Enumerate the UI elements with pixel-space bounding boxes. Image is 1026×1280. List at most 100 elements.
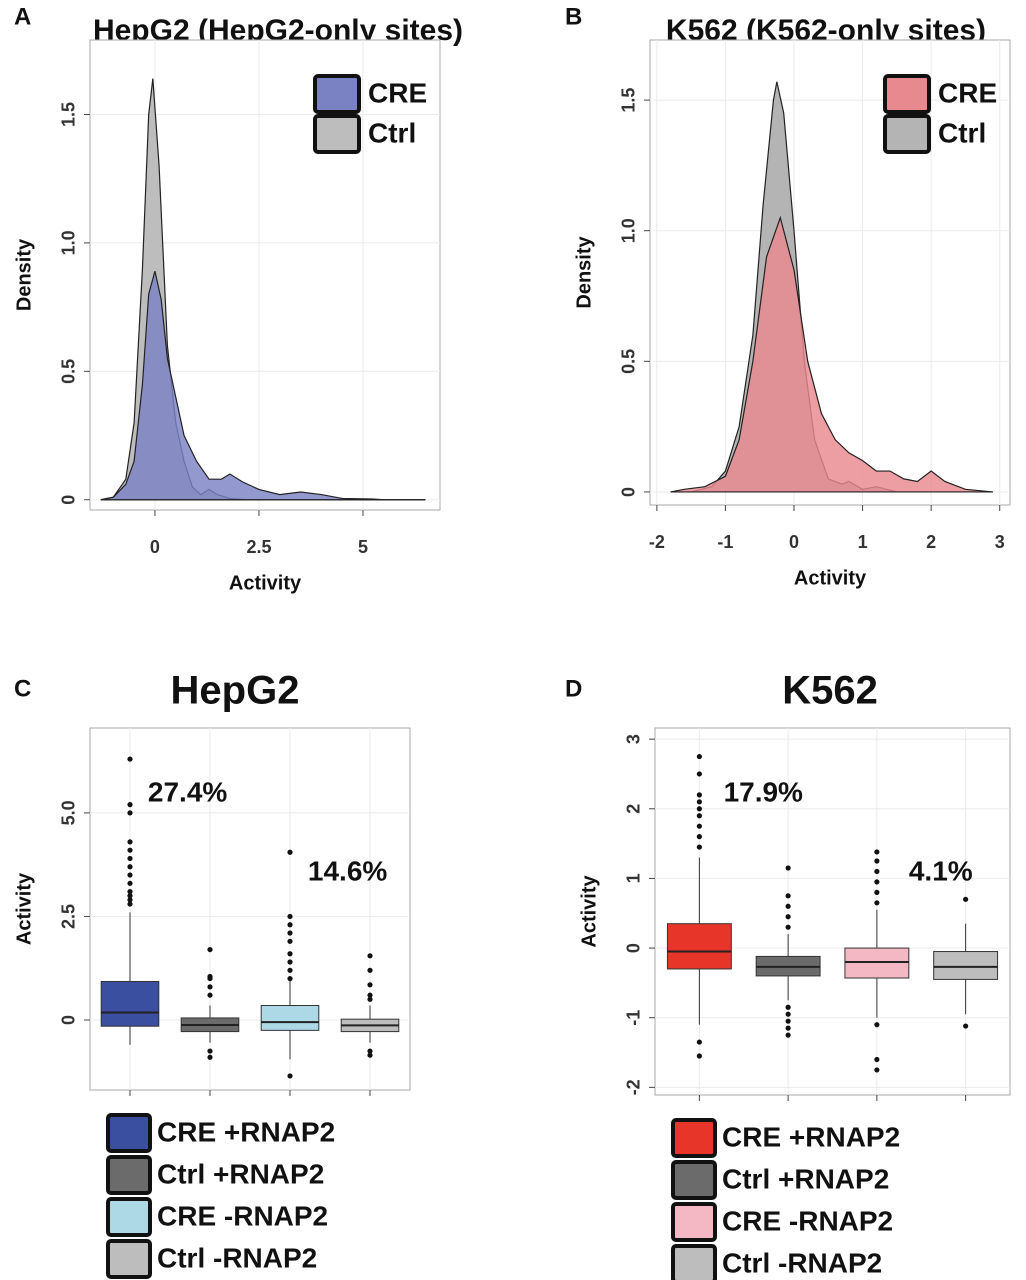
outlier — [696, 834, 702, 840]
density-area — [100, 270, 426, 501]
outlier — [207, 946, 213, 953]
plot-area — [89, 727, 411, 1091]
outlier — [127, 839, 133, 845]
legend-label: CRE — [938, 77, 997, 108]
x-tick-label: 1 — [858, 532, 868, 552]
y-axis-label: Activity — [578, 875, 600, 948]
outlier — [785, 924, 791, 930]
x-axis-label: Activity — [229, 572, 302, 594]
outlier — [127, 864, 133, 870]
y-tick-label: 1.5 — [59, 102, 79, 127]
y-tick-label: 5.0 — [59, 800, 79, 825]
outlier — [367, 996, 373, 1002]
legend-label: Ctrl -RNAP2 — [722, 1247, 882, 1278]
plot-area — [654, 727, 1011, 1096]
outlier — [127, 802, 133, 808]
y-tick-label: 0 — [59, 1015, 79, 1025]
legend-key — [671, 1118, 717, 1158]
panel-letter: B — [565, 3, 582, 30]
outlier — [127, 880, 133, 886]
y-tick-label: 2.5 — [59, 904, 79, 929]
outlier — [696, 823, 702, 829]
y-tick-label: 1.0 — [619, 218, 639, 243]
outlier — [696, 813, 702, 819]
legend-label: Ctrl -RNAP2 — [157, 1242, 317, 1273]
x-tick-label: 5 — [358, 537, 368, 557]
outlier — [207, 1054, 213, 1060]
box — [933, 951, 999, 980]
y-tick-label: 1.5 — [619, 88, 639, 113]
density-area — [670, 215, 993, 493]
outlier — [367, 953, 373, 959]
legend-label: Ctrl +RNAP2 — [722, 1163, 889, 1194]
outlier — [696, 753, 702, 760]
y-tick-label: 0.5 — [619, 349, 639, 374]
outlier — [367, 982, 373, 988]
outlier — [367, 1048, 373, 1054]
legend-key — [106, 1197, 152, 1237]
outlier — [963, 1023, 969, 1029]
panel-letter: C — [14, 675, 31, 702]
outlier — [874, 889, 880, 895]
x-tick-label: 0 — [150, 537, 160, 557]
box — [666, 923, 732, 970]
outlier — [207, 984, 213, 990]
outlier — [696, 1039, 702, 1045]
outlier — [287, 938, 293, 944]
annotation: 4.1% — [909, 855, 973, 886]
legend-key — [313, 114, 361, 154]
x-tick-label: 2.5 — [246, 537, 271, 557]
chart-title: HepG2 — [171, 669, 300, 713]
legend-label: CRE -RNAP2 — [157, 1200, 328, 1231]
outlier — [785, 1032, 791, 1038]
outlier — [287, 967, 293, 973]
outlier — [874, 900, 880, 906]
outlier — [127, 893, 133, 899]
outlier — [127, 897, 133, 903]
y-tick-label: 0 — [59, 495, 79, 505]
outlier — [874, 879, 880, 885]
outlier — [874, 868, 880, 875]
outlier — [696, 799, 702, 805]
outlier — [287, 913, 293, 920]
outlier — [127, 847, 133, 853]
annotation: 17.9% — [724, 776, 803, 807]
legend-label: CRE -RNAP2 — [722, 1205, 893, 1236]
outlier — [785, 1018, 791, 1024]
outlier — [287, 951, 293, 957]
x-tick-label: -2 — [649, 532, 665, 552]
outlier — [207, 1048, 213, 1054]
outlier — [367, 1052, 373, 1058]
outlier — [207, 992, 213, 998]
y-tick-label: 3 — [624, 734, 644, 744]
outlier — [874, 849, 880, 855]
legend-key — [106, 1239, 152, 1279]
outlier — [963, 896, 969, 902]
legend-key — [106, 1113, 152, 1153]
legend-key — [106, 1155, 152, 1195]
legend-label: Ctrl — [938, 117, 986, 148]
outlier — [785, 893, 791, 899]
legend-key — [883, 114, 931, 154]
outlier — [696, 844, 702, 850]
outlier — [287, 922, 293, 928]
outlier — [874, 1022, 880, 1028]
outlier — [127, 872, 133, 878]
outlier — [785, 1011, 791, 1017]
outlier — [287, 975, 293, 982]
outlier — [207, 973, 213, 980]
annotation: 27.4% — [148, 776, 227, 807]
y-axis-label: Density — [13, 238, 35, 311]
legend-label: Ctrl +RNAP2 — [157, 1158, 324, 1189]
annotation: 14.6% — [308, 855, 387, 886]
y-tick-label: 2 — [624, 804, 644, 814]
y-tick-label: -2 — [624, 1079, 644, 1095]
outlier — [696, 806, 702, 812]
x-tick-label: 2 — [926, 532, 936, 552]
outlier — [127, 756, 133, 762]
outlier — [874, 1056, 880, 1063]
y-axis-label: Activity — [13, 872, 35, 945]
outlier — [785, 903, 791, 909]
box — [844, 947, 910, 979]
